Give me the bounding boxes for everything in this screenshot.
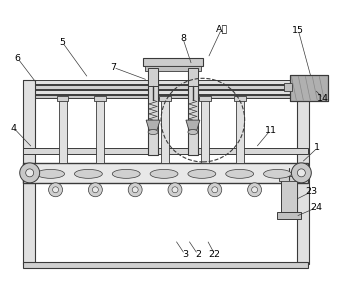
Bar	[94, 96, 106, 101]
Bar	[277, 212, 301, 219]
Bar	[188, 60, 198, 155]
Bar	[58, 100, 66, 163]
Ellipse shape	[226, 169, 254, 178]
Circle shape	[53, 187, 58, 193]
Text: 4: 4	[11, 124, 17, 133]
Circle shape	[26, 169, 34, 177]
Circle shape	[252, 187, 258, 193]
Circle shape	[132, 187, 138, 193]
Bar	[23, 80, 35, 264]
Bar	[23, 163, 308, 183]
Bar	[148, 68, 158, 86]
Bar	[290, 75, 328, 101]
Ellipse shape	[150, 169, 178, 178]
Circle shape	[49, 183, 63, 197]
Circle shape	[92, 187, 98, 193]
Bar	[23, 85, 308, 89]
Bar	[23, 148, 308, 154]
Bar	[285, 83, 292, 91]
Bar	[145, 66, 201, 71]
Bar	[201, 100, 209, 163]
Bar	[279, 176, 299, 181]
Text: 15: 15	[292, 26, 304, 35]
Bar	[290, 75, 328, 101]
Circle shape	[208, 183, 222, 197]
Circle shape	[128, 183, 142, 197]
Text: 7: 7	[110, 63, 116, 72]
Bar	[234, 96, 246, 101]
Ellipse shape	[188, 129, 198, 135]
Ellipse shape	[37, 169, 65, 178]
Bar	[23, 262, 308, 268]
Bar	[236, 100, 244, 163]
Text: 11: 11	[264, 126, 277, 135]
Text: 24: 24	[310, 203, 322, 212]
Bar	[23, 90, 308, 94]
Polygon shape	[186, 120, 200, 130]
Bar	[281, 180, 298, 212]
Text: 23: 23	[305, 187, 317, 196]
Circle shape	[298, 169, 305, 177]
Polygon shape	[146, 120, 160, 130]
Text: 22: 22	[209, 250, 221, 259]
Ellipse shape	[112, 169, 140, 178]
Text: 5: 5	[60, 38, 66, 47]
Text: 2: 2	[195, 250, 201, 259]
Bar	[148, 60, 158, 155]
Text: 3: 3	[182, 250, 188, 259]
Circle shape	[172, 187, 178, 193]
Bar	[143, 59, 203, 66]
Bar	[159, 96, 171, 101]
Circle shape	[168, 183, 182, 197]
Text: 8: 8	[180, 34, 186, 43]
Ellipse shape	[188, 169, 216, 178]
Circle shape	[20, 163, 40, 183]
Circle shape	[248, 183, 262, 197]
Bar	[23, 95, 308, 98]
Bar	[298, 80, 309, 264]
Bar	[188, 68, 198, 86]
Circle shape	[88, 183, 102, 197]
Bar	[199, 96, 211, 101]
Bar	[96, 100, 104, 163]
Bar	[23, 80, 308, 84]
Circle shape	[212, 187, 218, 193]
Text: 14: 14	[317, 94, 329, 103]
Text: 1: 1	[314, 144, 320, 152]
Bar	[56, 96, 68, 101]
Ellipse shape	[75, 169, 102, 178]
Text: A部: A部	[215, 24, 228, 33]
Ellipse shape	[148, 129, 158, 135]
Circle shape	[291, 163, 311, 183]
Bar	[161, 100, 169, 163]
Text: 6: 6	[15, 54, 21, 63]
Ellipse shape	[264, 169, 291, 178]
